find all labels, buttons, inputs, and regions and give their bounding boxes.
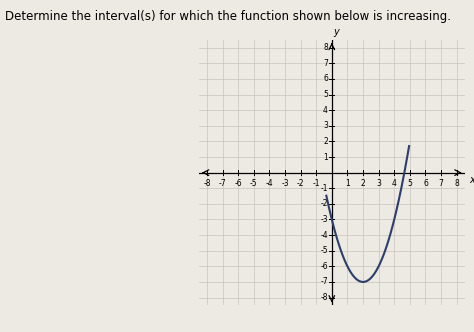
Text: 1: 1 — [345, 179, 350, 188]
Text: 2: 2 — [323, 137, 328, 146]
Text: 5: 5 — [408, 179, 412, 188]
Text: -2: -2 — [297, 179, 304, 188]
Text: -1: -1 — [320, 184, 328, 193]
Text: 5: 5 — [323, 90, 328, 99]
Text: Determine the interval(s) for which the function shown below is increasing.: Determine the interval(s) for which the … — [5, 10, 451, 23]
Text: 4: 4 — [323, 106, 328, 115]
Text: -2: -2 — [320, 200, 328, 208]
Text: -1: -1 — [312, 179, 320, 188]
Text: -8: -8 — [203, 179, 210, 188]
Text: x: x — [469, 175, 474, 185]
Text: -5: -5 — [250, 179, 257, 188]
Text: -4: -4 — [265, 179, 273, 188]
Text: -6: -6 — [320, 262, 328, 271]
Text: -3: -3 — [320, 215, 328, 224]
Text: -5: -5 — [320, 246, 328, 255]
Text: 3: 3 — [376, 179, 381, 188]
Text: 1: 1 — [323, 152, 328, 162]
Text: 6: 6 — [323, 74, 328, 83]
Text: 2: 2 — [361, 179, 365, 188]
Text: 6: 6 — [423, 179, 428, 188]
Text: -7: -7 — [219, 179, 226, 188]
Text: 8: 8 — [455, 179, 459, 188]
Text: -7: -7 — [320, 278, 328, 287]
Text: 3: 3 — [323, 121, 328, 130]
Text: 8: 8 — [323, 43, 328, 52]
Text: -4: -4 — [320, 231, 328, 240]
Text: -3: -3 — [281, 179, 289, 188]
Text: 7: 7 — [438, 179, 444, 188]
Text: -6: -6 — [234, 179, 242, 188]
Text: 7: 7 — [323, 59, 328, 68]
Text: y: y — [333, 27, 338, 37]
Text: 4: 4 — [392, 179, 397, 188]
Text: -8: -8 — [320, 293, 328, 302]
